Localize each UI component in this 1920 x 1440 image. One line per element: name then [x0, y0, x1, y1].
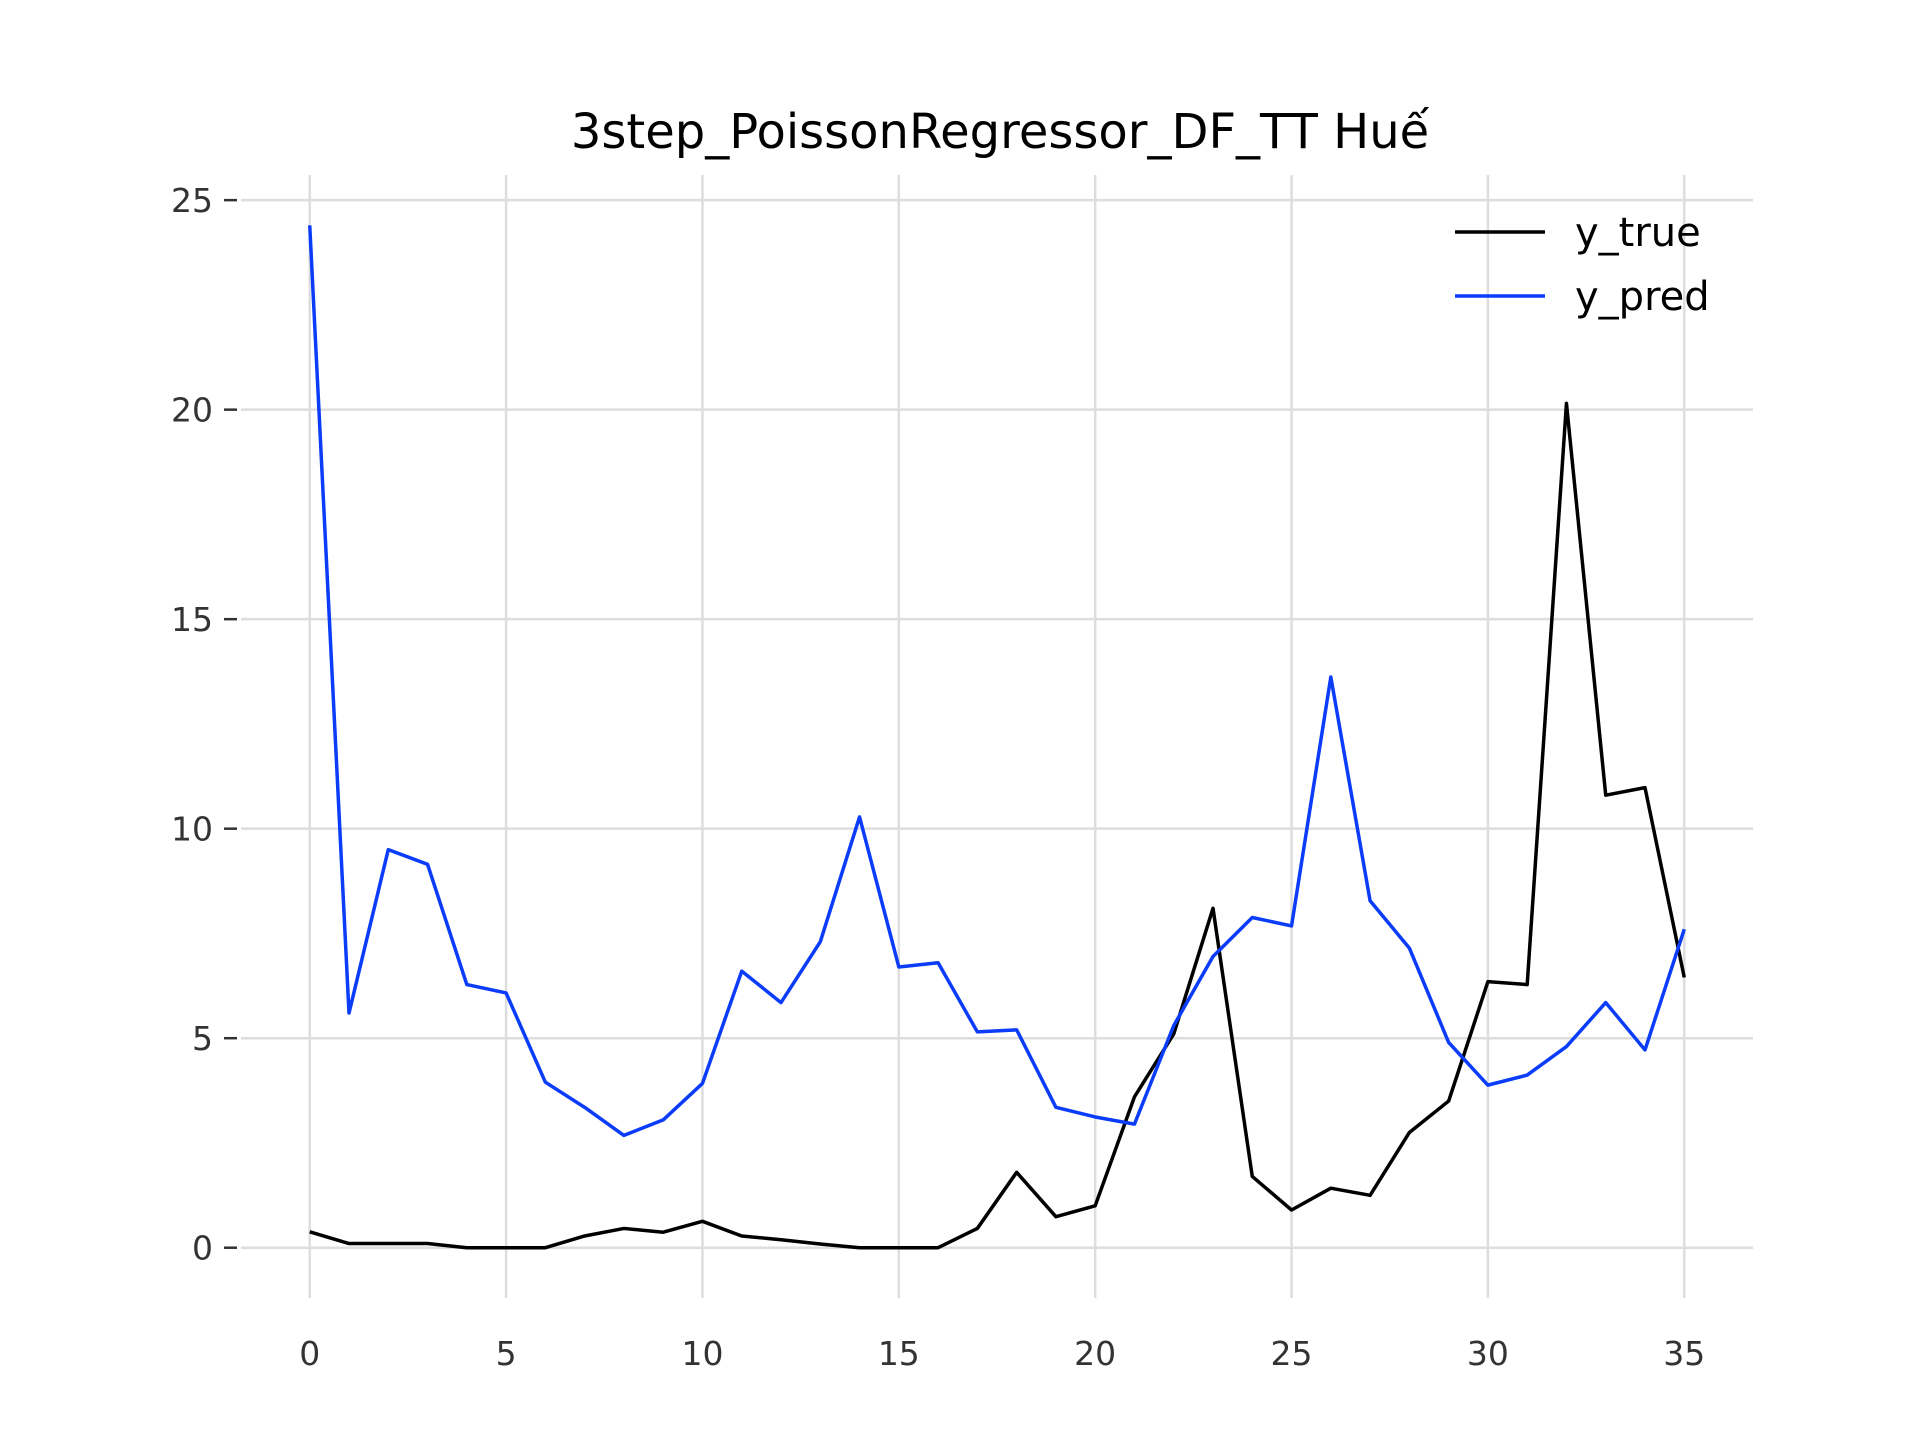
x-tick-label: 25: [1271, 1334, 1313, 1373]
x-tick-label: 0: [299, 1334, 320, 1373]
x-tick-label: 20: [1074, 1334, 1116, 1373]
grid: [241, 175, 1753, 1298]
y-tick-label: 10: [171, 810, 213, 849]
x-tick-label: 10: [681, 1334, 723, 1373]
y-tick-label: 25: [171, 181, 213, 220]
legend: y_true y_pred: [1455, 210, 1710, 320]
x-tick-label: 5: [496, 1334, 517, 1373]
x-tick-label: 15: [878, 1334, 920, 1373]
x-tick-label: 30: [1467, 1334, 1509, 1373]
x-tick-label: 35: [1663, 1334, 1705, 1373]
series-lines: [307, 225, 1686, 1250]
series-line-y-true: [309, 401, 1686, 1250]
chart-title: 3step_PoissonRegressor_DF_TT Huế: [571, 104, 1430, 160]
y-tick-label: 5: [192, 1019, 213, 1058]
legend-label-y-true: y_true: [1575, 210, 1701, 256]
series-line-y-pred: [307, 225, 1686, 1138]
legend-label-y-pred: y_pred: [1575, 274, 1710, 320]
axis-ticks: 0 5 10 15 20 25 30 35 0 5 10 15 20 25: [171, 181, 1705, 1373]
y-tick-label: 15: [171, 600, 213, 639]
y-tick-label: 20: [171, 391, 213, 430]
y-tick-label: 0: [192, 1229, 213, 1268]
